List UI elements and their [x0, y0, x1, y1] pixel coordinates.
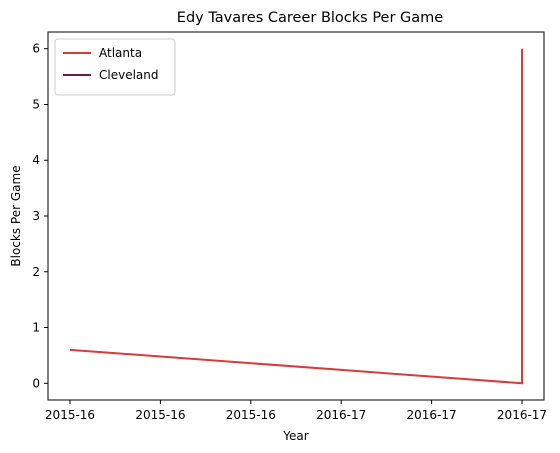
x-tick-label: 2016-17	[316, 408, 366, 422]
legend-label-atlanta: Atlanta	[99, 46, 142, 60]
y-axis: 0 1 2 3 4 5 6	[32, 42, 48, 390]
chart-title: Edy Tavares Career Blocks Per Game	[177, 10, 444, 26]
x-tick-label: 2015-16	[135, 408, 185, 422]
series-line-atlanta	[69, 48, 523, 385]
y-tick-label: 6	[32, 42, 40, 56]
x-tick-label: 2016-17	[497, 408, 547, 422]
y-tick-label: 0	[32, 376, 40, 390]
legend: Atlanta Cleveland	[54, 38, 176, 96]
y-tick-label: 1	[32, 321, 40, 335]
legend-label-cleveland: Cleveland	[99, 68, 159, 82]
series-lines	[69, 48, 523, 385]
x-tick-label: 2015-16	[226, 408, 276, 422]
y-axis-label: Blocks Per Game	[9, 165, 23, 266]
x-tick-label: 2016-17	[407, 408, 457, 422]
y-tick-label: 2	[32, 265, 40, 279]
x-axis-label: Year	[282, 429, 308, 443]
y-tick-label: 5	[32, 97, 40, 111]
x-axis: 2015-16 2015-16 2015-16 2016-17 2016-17 2016-…	[45, 400, 547, 422]
y-tick-label: 3	[32, 209, 40, 223]
x-tick-label: 2015-16	[45, 408, 95, 422]
y-tick-label: 4	[32, 153, 40, 167]
